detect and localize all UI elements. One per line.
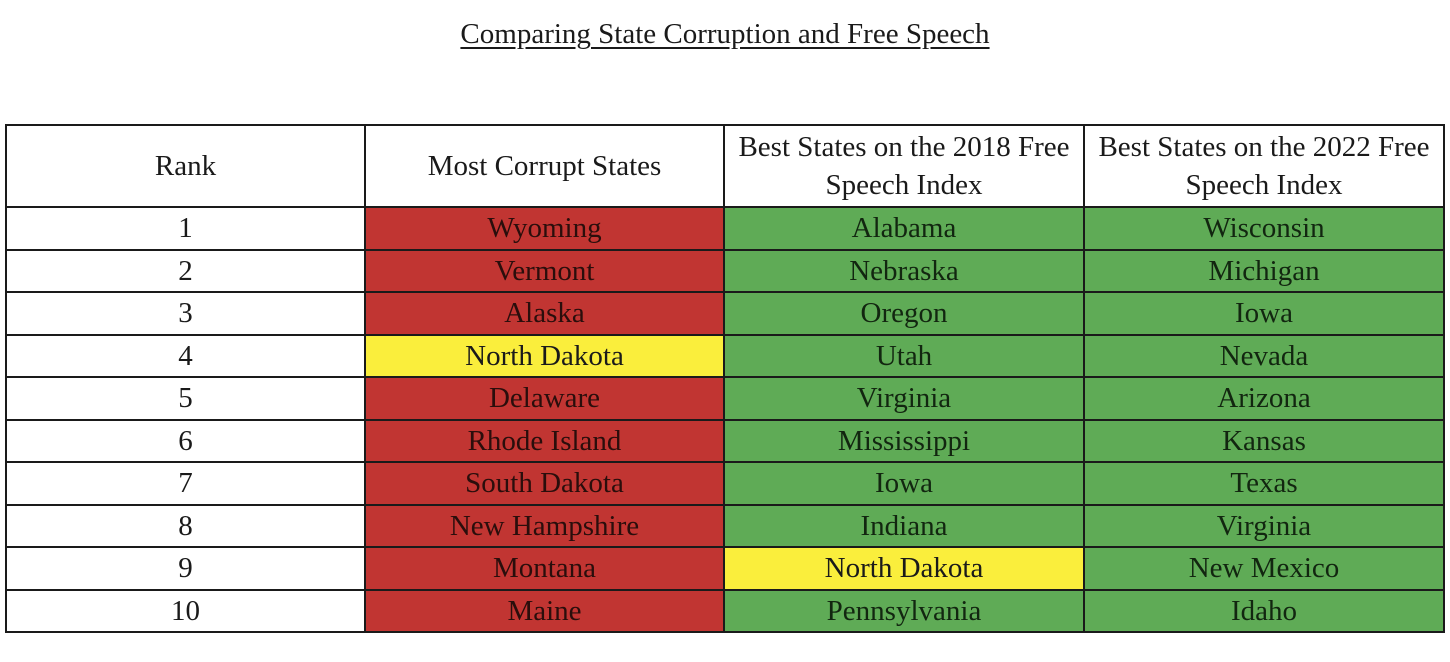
table-row: 5 Delaware Virginia Arizona bbox=[5, 376, 1445, 421]
free-speech-2018-cell: Alabama bbox=[723, 206, 1085, 251]
header-free-speech-2022: Best States on the 2022 Free Speech Inde… bbox=[1083, 124, 1445, 208]
free-speech-2022-cell: Idaho bbox=[1083, 588, 1445, 633]
table-header: Rank Most Corrupt States Best States on … bbox=[5, 124, 1445, 208]
page-title: Comparing State Corruption and Free Spee… bbox=[460, 18, 990, 50]
table-row: 8 New Hampshire Indiana Virginia bbox=[5, 503, 1445, 548]
free-speech-2018-cell: Oregon bbox=[723, 291, 1085, 336]
rank-cell: 9 bbox=[5, 546, 366, 591]
rank-cell: 4 bbox=[5, 333, 366, 378]
free-speech-2022-cell: Michigan bbox=[1083, 248, 1445, 293]
rank-cell: 3 bbox=[5, 291, 366, 336]
rank-cell: 1 bbox=[5, 206, 366, 251]
free-speech-2018-cell: Nebraska bbox=[723, 248, 1085, 293]
header-rank: Rank bbox=[5, 124, 366, 208]
rank-cell: 8 bbox=[5, 503, 366, 548]
corrupt-state-cell-highlighted: North Dakota bbox=[364, 333, 725, 378]
free-speech-2022-cell: Iowa bbox=[1083, 291, 1445, 336]
corrupt-state-cell: Alaska bbox=[364, 291, 725, 336]
table-row: 6 Rhode Island Mississippi Kansas bbox=[5, 418, 1445, 463]
rank-cell: 10 bbox=[5, 588, 366, 633]
rank-cell: 5 bbox=[5, 376, 366, 421]
table-row: 4 North Dakota Utah Nevada bbox=[5, 333, 1445, 378]
free-speech-2022-cell: Wisconsin bbox=[1083, 206, 1445, 251]
table-row: 7 South Dakota Iowa Texas bbox=[5, 461, 1445, 506]
table-body: 1 Wyoming Alabama Wisconsin 2 Vermont Ne… bbox=[5, 206, 1445, 633]
corrupt-state-cell: Vermont bbox=[364, 248, 725, 293]
header-row: Rank Most Corrupt States Best States on … bbox=[5, 124, 1445, 208]
table-row: 9 Montana North Dakota New Mexico bbox=[5, 546, 1445, 591]
corrupt-state-cell: New Hampshire bbox=[364, 503, 725, 548]
rank-cell: 6 bbox=[5, 418, 366, 463]
free-speech-2018-cell: Indiana bbox=[723, 503, 1085, 548]
free-speech-2018-cell: Virginia bbox=[723, 376, 1085, 421]
free-speech-2022-cell: Kansas bbox=[1083, 418, 1445, 463]
free-speech-2018-cell: Utah bbox=[723, 333, 1085, 378]
free-speech-2022-cell: Virginia bbox=[1083, 503, 1445, 548]
free-speech-2018-cell-highlighted: North Dakota bbox=[723, 546, 1085, 591]
comparison-table: Rank Most Corrupt States Best States on … bbox=[5, 124, 1445, 633]
header-free-speech-2018: Best States on the 2018 Free Speech Inde… bbox=[723, 124, 1085, 208]
free-speech-2022-cell: Arizona bbox=[1083, 376, 1445, 421]
table-row: 1 Wyoming Alabama Wisconsin bbox=[5, 206, 1445, 251]
free-speech-2018-cell: Iowa bbox=[723, 461, 1085, 506]
corrupt-state-cell: Montana bbox=[364, 546, 725, 591]
table-row: 2 Vermont Nebraska Michigan bbox=[5, 248, 1445, 293]
corrupt-state-cell: Wyoming bbox=[364, 206, 725, 251]
header-most-corrupt-states: Most Corrupt States bbox=[364, 124, 725, 208]
free-speech-2022-cell: New Mexico bbox=[1083, 546, 1445, 591]
free-speech-2022-cell: Texas bbox=[1083, 461, 1445, 506]
corrupt-state-cell: Rhode Island bbox=[364, 418, 725, 463]
free-speech-2018-cell: Pennsylvania bbox=[723, 588, 1085, 633]
corrupt-state-cell: Delaware bbox=[364, 376, 725, 421]
corrupt-state-cell: South Dakota bbox=[364, 461, 725, 506]
corrupt-state-cell: Maine bbox=[364, 588, 725, 633]
free-speech-2018-cell: Mississippi bbox=[723, 418, 1085, 463]
table-row: 3 Alaska Oregon Iowa bbox=[5, 291, 1445, 336]
rank-cell: 2 bbox=[5, 248, 366, 293]
table-row: 10 Maine Pennsylvania Idaho bbox=[5, 588, 1445, 633]
rank-cell: 7 bbox=[5, 461, 366, 506]
free-speech-2022-cell: Nevada bbox=[1083, 333, 1445, 378]
